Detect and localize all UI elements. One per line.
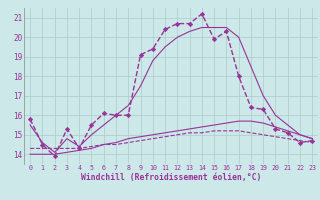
- X-axis label: Windchill (Refroidissement éolien,°C): Windchill (Refroidissement éolien,°C): [81, 173, 261, 182]
